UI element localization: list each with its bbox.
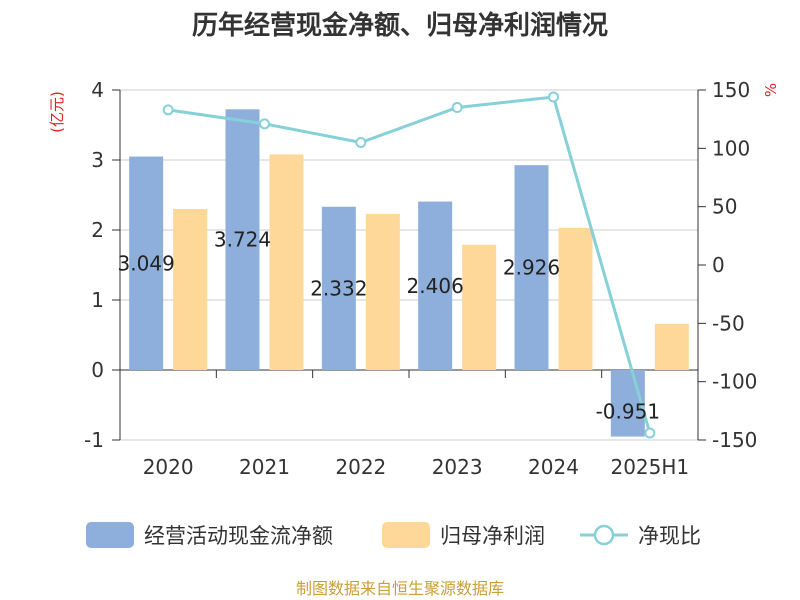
right-axis-unit: % [762, 83, 780, 97]
legend-swatch [86, 522, 134, 548]
ratio-point [451, 102, 463, 113]
ratio-point [259, 118, 270, 130]
ratio-point [162, 104, 174, 116]
cashflow-bar [418, 201, 453, 370]
x-tick-label: 2022 [335, 455, 386, 479]
legend-label: 净现比 [638, 524, 701, 548]
y-left-tick-label: 4 [91, 78, 104, 102]
cashflow-bar [514, 165, 549, 370]
cashflow-bar [129, 156, 164, 370]
y-right-tick-label: 50 [712, 195, 737, 219]
legend-label: 归母净利润 [440, 524, 545, 548]
cashflow-bar [321, 206, 356, 370]
y-left-tick-label: 3 [91, 148, 104, 172]
legend-label: 经营活动现金流净额 [144, 524, 333, 548]
profit-bar [462, 244, 497, 370]
x-tick-label: 2025H1 [610, 455, 689, 479]
y-right-tick-label: 150 [712, 78, 750, 102]
axes: -1 0 1 2 3 4 -150 -100 -50 0 50 100 150 2020 2021 2022 2… [84, 78, 757, 479]
x-tick-label: 2021 [239, 455, 290, 479]
cashflow-data-label: -0.951 [596, 399, 660, 423]
legend: 经营活动现金流净额 归母净利润 净现比 [86, 522, 701, 548]
y-right-tick-label: 0 [712, 253, 725, 277]
cashflow-data-label: 3.049 [118, 251, 175, 275]
profit-bar [558, 227, 593, 370]
y-right-tick-label: -100 [712, 370, 757, 394]
cashflow-bar [225, 109, 260, 370]
y-left-tick-label: -1 [84, 428, 104, 452]
ratio-line [162, 91, 656, 439]
x-tick-label: 2023 [432, 455, 483, 479]
cashflow-data-label: 2.332 [310, 276, 367, 300]
y-left-tick-label: 1 [91, 288, 104, 312]
ratio-point [644, 427, 656, 439]
profit-bar [173, 209, 208, 370]
bars [129, 109, 689, 437]
cashflow-data-label: 2.406 [407, 274, 464, 298]
profit-bar [654, 323, 689, 370]
legend-swatch-marker [593, 524, 615, 546]
y-right-tick-label: -150 [712, 428, 757, 452]
y-right-tick-label: 100 [712, 136, 750, 160]
cashflow-data-label: 3.724 [214, 228, 271, 252]
x-tick-label: 2024 [528, 455, 579, 479]
left-axis-unit: (亿元) [48, 91, 66, 133]
profit-bar [365, 213, 400, 370]
y-right-tick-label: -50 [712, 311, 745, 335]
data-labels: 3.049 3.724 2.332 2.406 2.926 -0.951 [118, 228, 661, 424]
source-note: 制图数据来自恒生聚源数据库 [296, 579, 504, 598]
y-left-tick-label: 2 [91, 218, 104, 242]
ratio-polyline [167, 95, 652, 434]
cashflow-data-label: 2.926 [503, 256, 560, 280]
chart-title: 历年经营现金净额、归母净利润情况 [192, 10, 608, 41]
profit-bar [269, 154, 304, 370]
ratio-point [548, 91, 559, 103]
cashflow-bar [610, 370, 645, 437]
ratio-point [355, 137, 367, 148]
legend-swatch [382, 522, 430, 548]
y-left-tick-label: 0 [91, 358, 104, 382]
x-tick-label: 2020 [143, 455, 194, 479]
